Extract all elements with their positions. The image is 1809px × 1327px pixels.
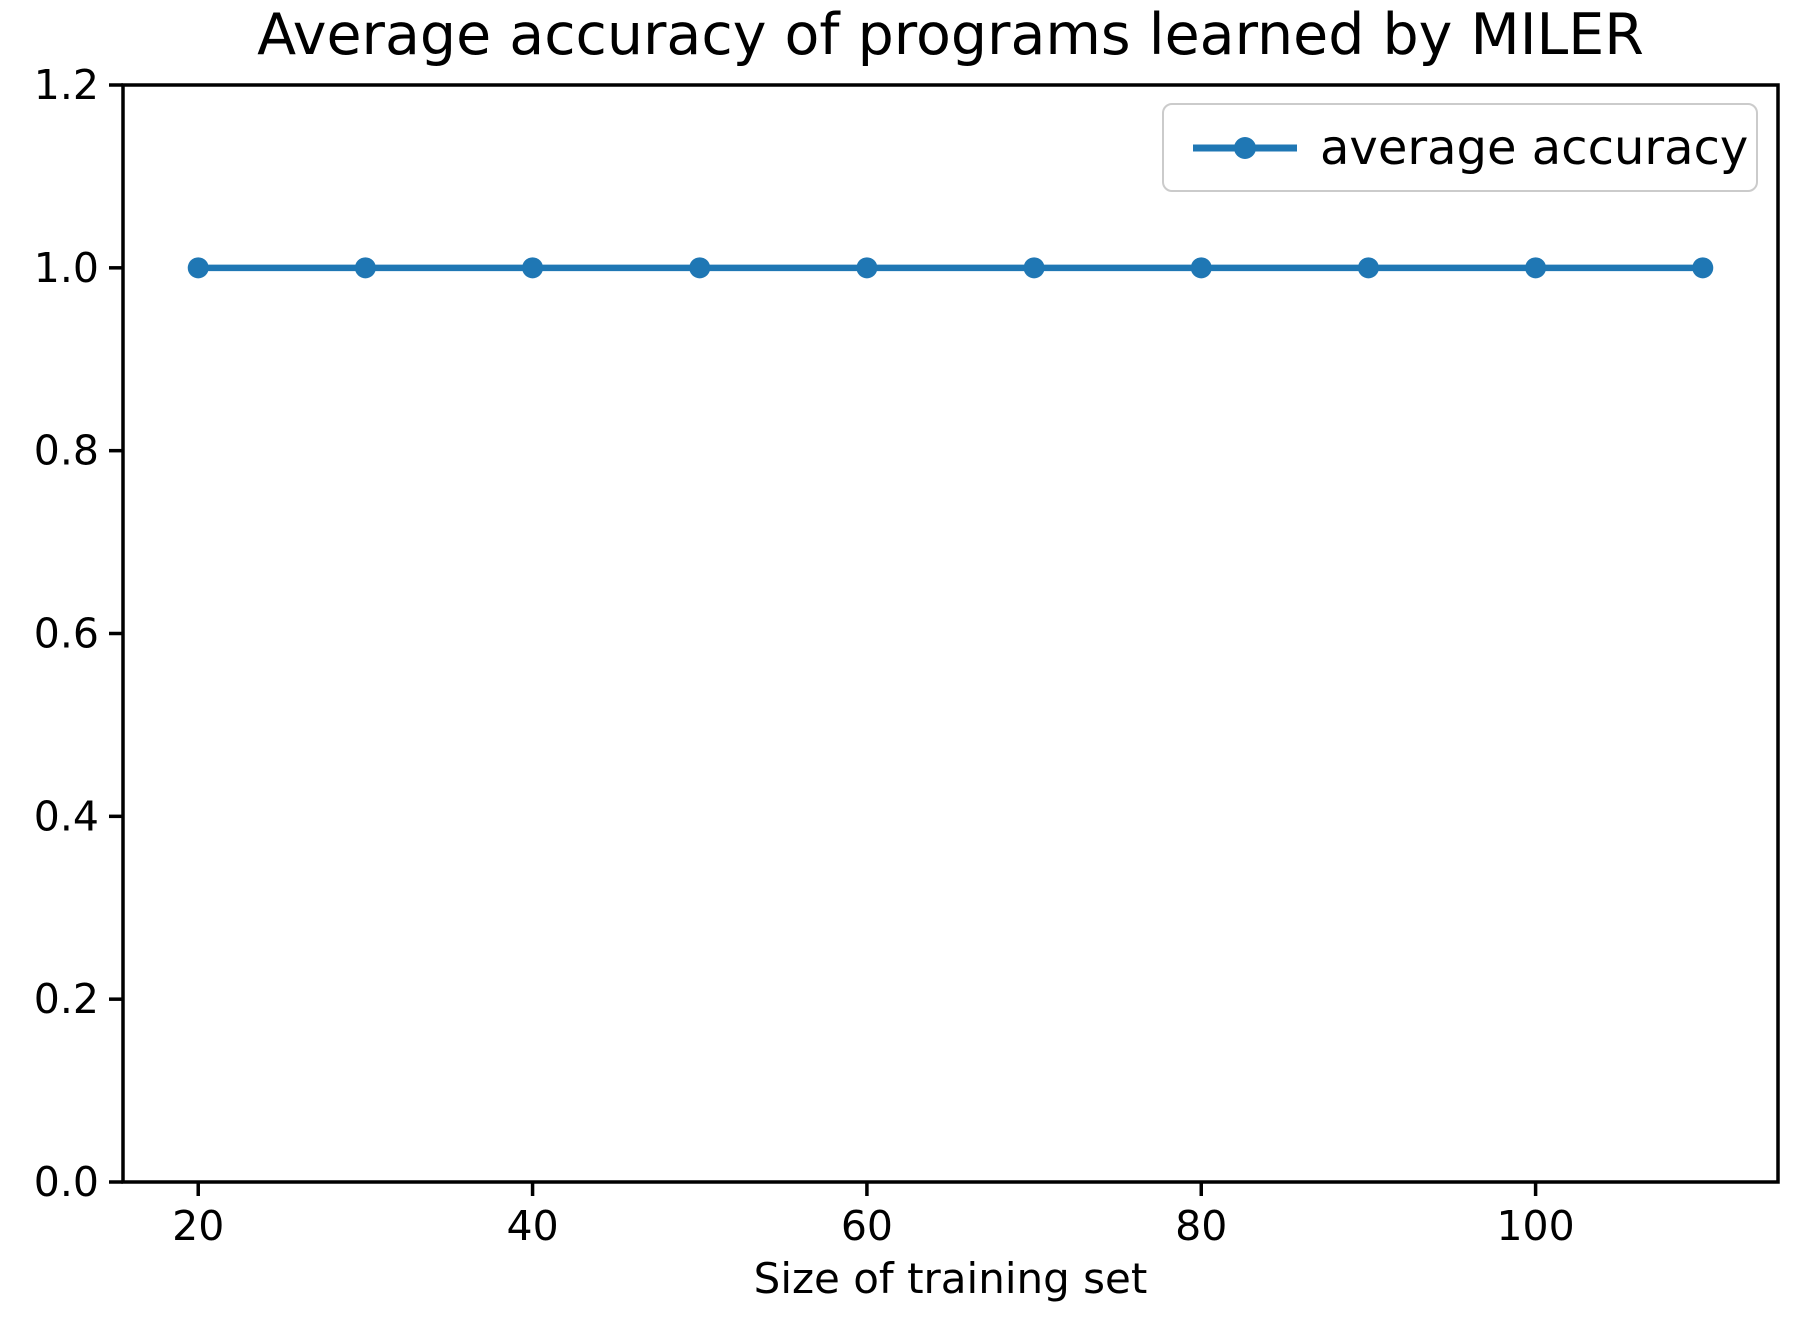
y-tick-label: 0.8 (34, 427, 99, 475)
legend-marker-icon (1234, 136, 1256, 159)
y-tick-label: 0.2 (34, 975, 99, 1023)
data-point (522, 257, 544, 279)
x-tick-label: 40 (506, 1202, 558, 1250)
legend-label: average accuracy (1320, 119, 1749, 176)
data-point (1023, 257, 1045, 279)
data-point (1525, 257, 1547, 279)
y-tick-label: 1.2 (34, 61, 99, 109)
data-point (689, 257, 711, 279)
data-point (856, 257, 878, 279)
data-point (354, 257, 376, 279)
x-tick-label: 20 (172, 1202, 224, 1250)
y-tick-label: 0.6 (34, 610, 99, 658)
x-tick-label: 60 (841, 1202, 893, 1250)
x-tick-label: 80 (1175, 1202, 1227, 1250)
data-point (187, 257, 209, 279)
data-point (1190, 257, 1212, 279)
x-tick-label: 100 (1496, 1202, 1574, 1250)
y-tick-label: 1.0 (34, 244, 99, 292)
data-point (1692, 257, 1714, 279)
y-tick-label: 0.0 (34, 1158, 99, 1206)
data-point (1357, 257, 1379, 279)
chart-title: Average accuracy of programs learned by … (257, 2, 1644, 68)
y-tick-label: 0.4 (34, 792, 99, 840)
plot-spines (121, 83, 1780, 1184)
legend: average accuracy (1162, 103, 1758, 192)
legend-line-sample-icon (1193, 136, 1297, 159)
x-axis-label: Size of training set (753, 1254, 1148, 1303)
